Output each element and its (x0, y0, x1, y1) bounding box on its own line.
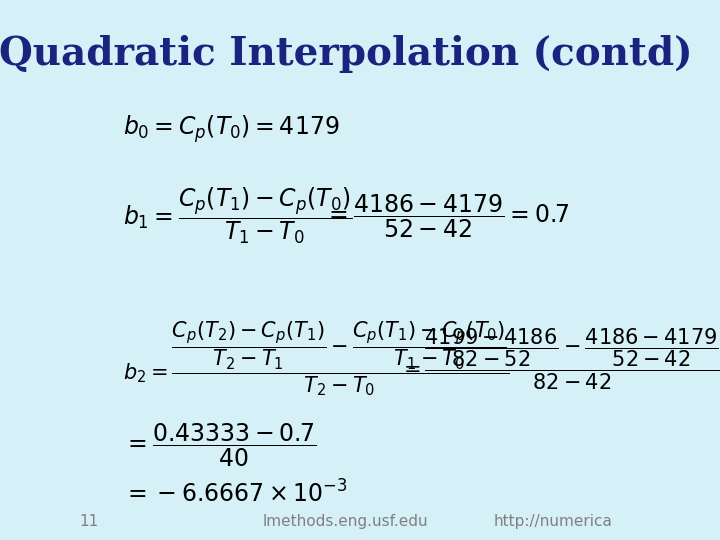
Text: $b_0 = C_p(T_0) = 4179$: $b_0 = C_p(T_0) = 4179$ (123, 114, 340, 145)
Text: $b_1 = \dfrac{C_p(T_1) - C_p(T_0)}{T_1 - T_0}$: $b_1 = \dfrac{C_p(T_1) - C_p(T_0)}{T_1 -… (123, 186, 354, 246)
Text: Quadratic Interpolation (contd): Quadratic Interpolation (contd) (0, 35, 693, 73)
Text: $b_2 = \dfrac{\dfrac{C_p(T_2)-C_p(T_1)}{T_2-T_1} - \dfrac{C_p(T_1)-C_p(T_0)}{T_1: $b_2 = \dfrac{\dfrac{C_p(T_2)-C_p(T_1)}{… (123, 320, 510, 399)
Text: $= -6.6667 \times 10^{-3}$: $= -6.6667 \times 10^{-3}$ (123, 481, 348, 508)
Text: 11: 11 (79, 514, 98, 529)
Text: $= \dfrac{4186 - 4179}{52 - 42} = 0.7$: $= \dfrac{4186 - 4179}{52 - 42} = 0.7$ (323, 192, 570, 240)
Text: http://numerica: http://numerica (494, 514, 613, 529)
Text: $= \dfrac{\dfrac{4199-4186}{82-52} - \dfrac{4186-4179}{52-42}}{82-42}$: $= \dfrac{\dfrac{4199-4186}{82-52} - \df… (399, 327, 720, 392)
Text: $= \dfrac{0.43333 - 0.7}{40}$: $= \dfrac{0.43333 - 0.7}{40}$ (123, 422, 317, 469)
Text: lmethods.eng.usf.edu: lmethods.eng.usf.edu (263, 514, 428, 529)
